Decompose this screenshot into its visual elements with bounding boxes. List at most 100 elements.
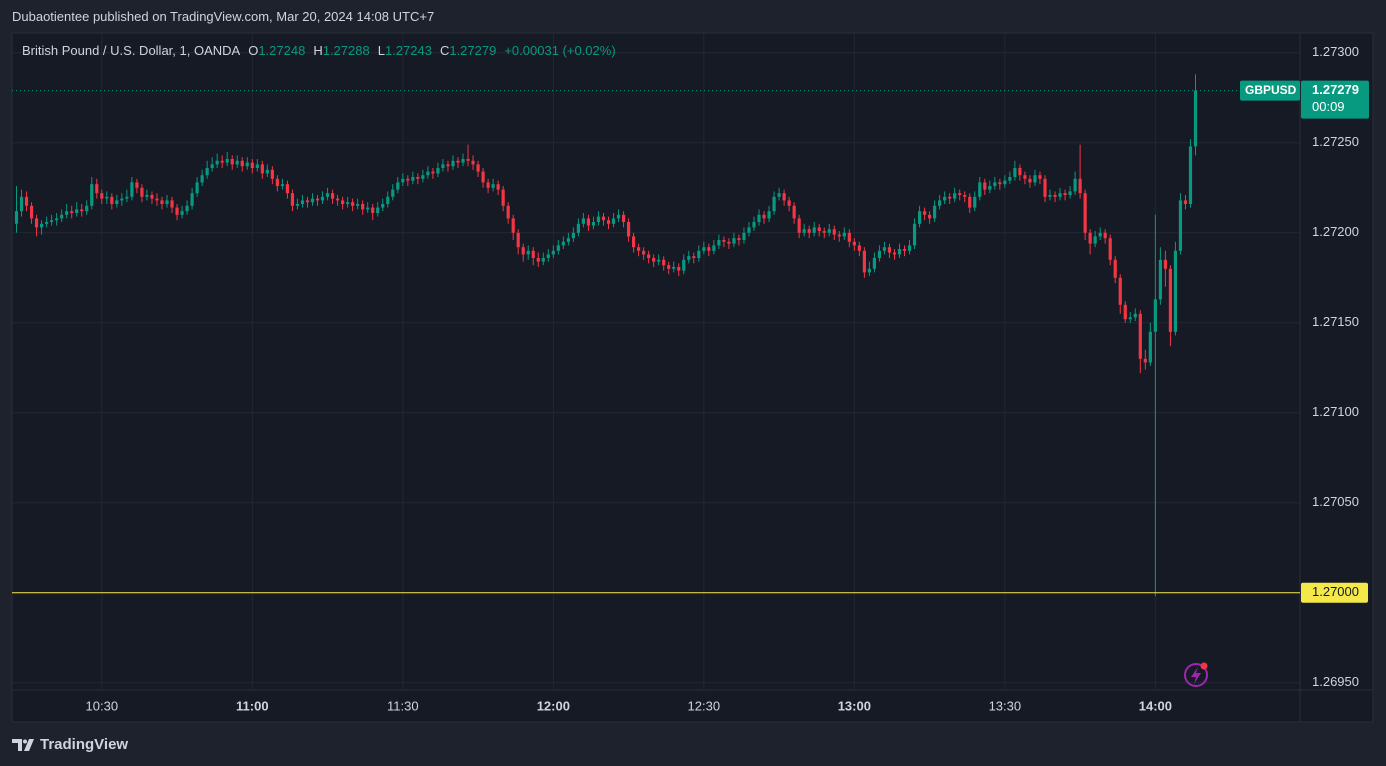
candle-body bbox=[1088, 232, 1092, 244]
candle-body bbox=[120, 198, 124, 201]
level-label: 1.27000 bbox=[1312, 584, 1359, 599]
candle-body bbox=[240, 160, 244, 167]
candle-body bbox=[792, 205, 796, 219]
candle-body bbox=[707, 247, 711, 251]
candles bbox=[14, 74, 1198, 597]
candle-body bbox=[973, 196, 977, 208]
candle-body bbox=[1063, 193, 1067, 195]
candle-body bbox=[586, 218, 591, 226]
candle-body bbox=[295, 204, 300, 206]
candle-body bbox=[1058, 193, 1062, 197]
candle-body bbox=[817, 227, 821, 231]
y-tick-label: 1.27100 bbox=[1312, 404, 1359, 419]
countdown-label: 00:09 bbox=[1312, 99, 1345, 114]
candle-body bbox=[732, 238, 736, 244]
candle-body bbox=[842, 232, 846, 237]
candle-body bbox=[391, 189, 395, 197]
candle-body bbox=[50, 220, 54, 222]
ohlc-value: 1.27243 bbox=[384, 43, 432, 58]
candle-body bbox=[516, 232, 520, 248]
y-tick-label: 1.26950 bbox=[1312, 674, 1359, 689]
candle-body bbox=[29, 205, 34, 219]
candle-body bbox=[877, 250, 882, 258]
candle-body bbox=[1073, 178, 1077, 192]
candle-body bbox=[1138, 313, 1142, 359]
candle-body bbox=[491, 184, 495, 188]
candle-body bbox=[320, 196, 325, 201]
candle-body bbox=[897, 249, 902, 255]
candle-body bbox=[1003, 180, 1007, 185]
candle-body bbox=[225, 159, 229, 163]
candle-body bbox=[80, 209, 84, 212]
candle-body bbox=[938, 200, 942, 206]
candle-body bbox=[1043, 178, 1047, 197]
candle-body bbox=[310, 198, 315, 203]
candle-body bbox=[406, 178, 410, 181]
y-tick-label: 1.27200 bbox=[1312, 224, 1359, 239]
candle-body bbox=[1093, 236, 1097, 244]
candle-body bbox=[717, 240, 721, 246]
footer-brand: TradingView bbox=[40, 736, 129, 753]
candle-body bbox=[927, 214, 932, 219]
candle-body bbox=[75, 209, 79, 213]
candle-body bbox=[571, 232, 575, 239]
candle-body bbox=[34, 218, 39, 228]
candle-body bbox=[832, 229, 836, 235]
candle-body bbox=[110, 196, 114, 204]
candle-body bbox=[667, 265, 671, 269]
grid: 1.27300 1.27250 1.27200 1.27150 1.27100 1.270… bbox=[12, 33, 1359, 713]
candle-body bbox=[922, 211, 927, 215]
candle-body bbox=[411, 177, 415, 181]
candle-body bbox=[300, 200, 305, 204]
candle-body bbox=[953, 193, 957, 199]
candle-body bbox=[988, 186, 992, 190]
candle-body bbox=[205, 168, 209, 176]
ohlc-letter: O bbox=[248, 43, 259, 58]
candle-body bbox=[285, 184, 290, 194]
y-tick-label: 1.27150 bbox=[1312, 314, 1359, 329]
candle-body bbox=[60, 214, 64, 219]
candle-body bbox=[762, 214, 766, 219]
candle-body bbox=[526, 250, 530, 255]
candle-body bbox=[280, 184, 285, 186]
candle-body bbox=[907, 245, 912, 251]
candle-body bbox=[1113, 259, 1117, 278]
candle-body bbox=[747, 227, 751, 233]
alert-icon bbox=[1184, 662, 1208, 687]
candle-body bbox=[596, 216, 601, 222]
candle-body bbox=[471, 160, 475, 165]
candle-body bbox=[551, 250, 555, 255]
candle-body bbox=[606, 220, 611, 224]
symbol-title: British Pound / U.S. Dollar, 1, OANDA bbox=[22, 43, 241, 58]
candle-body bbox=[787, 200, 791, 206]
ohlc-value: 1.27288 bbox=[322, 43, 370, 58]
candle-body bbox=[461, 159, 465, 163]
ohlc-value: 1.27248 bbox=[258, 43, 306, 58]
candle-body bbox=[968, 196, 972, 208]
ohlc-value: 1.27279 bbox=[449, 43, 497, 58]
candle-body bbox=[190, 193, 194, 206]
candle-body bbox=[616, 214, 621, 219]
candle-body bbox=[1048, 195, 1052, 197]
x-tick-label: 14:00 bbox=[1139, 698, 1172, 713]
candle-body bbox=[1153, 299, 1157, 332]
candle-body bbox=[185, 205, 189, 212]
candle-body bbox=[265, 169, 269, 174]
x-tick-label: 13:30 bbox=[989, 698, 1022, 713]
candle-body bbox=[1133, 313, 1137, 318]
candle-body bbox=[486, 182, 490, 188]
candle-body bbox=[506, 205, 510, 219]
candle-body bbox=[983, 182, 987, 190]
candle-body bbox=[642, 250, 646, 255]
candle-body bbox=[85, 205, 89, 212]
candle-body bbox=[165, 200, 169, 204]
candle-body bbox=[451, 160, 455, 167]
candle-body bbox=[1118, 277, 1122, 305]
candle-body bbox=[822, 231, 826, 233]
candle-body bbox=[376, 207, 380, 213]
candle-body bbox=[125, 196, 129, 199]
candle-body bbox=[1143, 358, 1147, 363]
candle-body bbox=[662, 259, 666, 266]
candle-body bbox=[481, 171, 485, 183]
candle-body bbox=[1183, 200, 1188, 204]
